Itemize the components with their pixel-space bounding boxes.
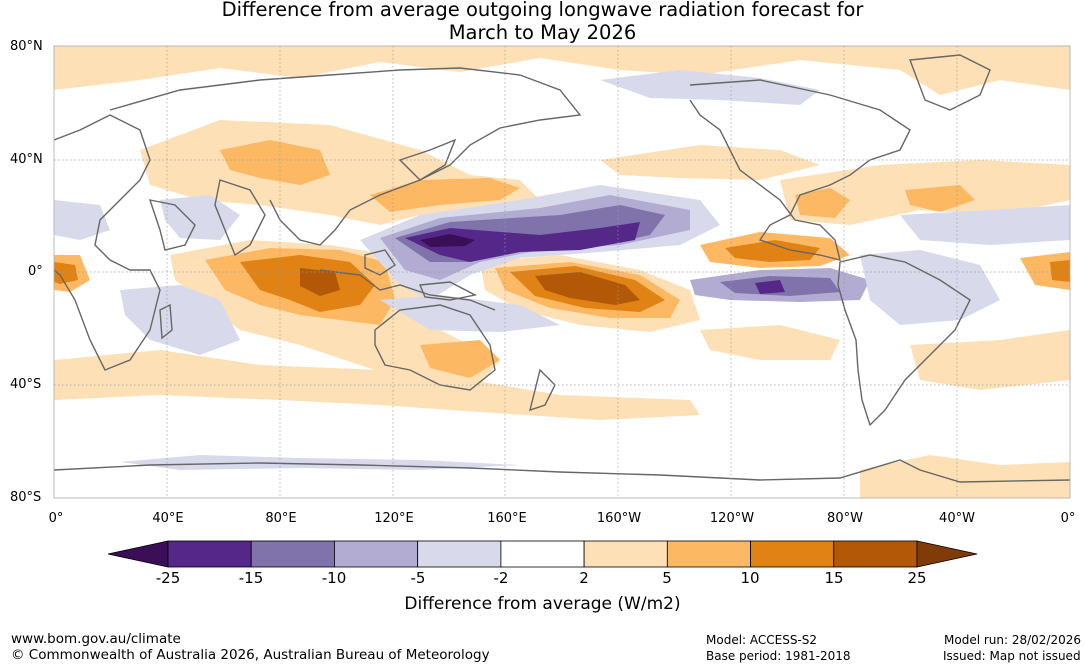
coast-antarctica xyxy=(54,459,1070,483)
lon-label-0-east: 0° xyxy=(1060,511,1076,526)
anomaly-region-indian-core xyxy=(300,268,340,296)
lon-label-40w: 40°W xyxy=(939,511,975,526)
anomaly-region-atlantic-moderate xyxy=(905,185,975,212)
graticule xyxy=(54,46,1070,498)
title-line-1: Difference from average outgoing longwav… xyxy=(221,0,864,21)
coast-asia-north xyxy=(109,67,582,246)
colorbar-arrow-low xyxy=(107,540,169,568)
anomaly-region-eastpacific-strong xyxy=(725,240,820,262)
anomaly-region-westpacific-core xyxy=(420,234,475,247)
coast-australia xyxy=(374,304,496,391)
footer-copyright: © Commonwealth of Australia 2026, Austra… xyxy=(11,647,490,663)
coast-new-guinea xyxy=(418,281,478,301)
anomaly-map xyxy=(53,45,1071,499)
coast-japan xyxy=(398,138,457,181)
colorbar-tick: 2 xyxy=(579,569,589,587)
lat-label-40s: 40°S xyxy=(10,377,42,392)
anomaly-region-pacific-north-moderate xyxy=(370,178,520,212)
anomaly-region-npacific-positive xyxy=(600,145,820,180)
colorbar-tick: -25 xyxy=(155,569,181,587)
anomaly-region-south-pacific-positive xyxy=(700,325,840,360)
coast-borneo xyxy=(364,249,396,276)
map-title: Difference from average outgoing longwav… xyxy=(0,0,1085,44)
colorbar-tick: 15 xyxy=(824,569,844,587)
footer-model: Model: ACCESS-S2 xyxy=(706,633,818,647)
colorbar-tick: -10 xyxy=(321,569,347,587)
anomaly-region-pacific-core xyxy=(535,272,640,305)
coast-arabia xyxy=(148,199,196,251)
lon-label-160e: 160°E xyxy=(487,511,527,526)
colorbar-swatch xyxy=(583,540,668,568)
anomaly-region-south-indian-positive xyxy=(54,350,700,420)
anomaly-region-caribbean-moderate xyxy=(795,188,850,218)
footer-base-period: Base period: 1981-2018 xyxy=(706,649,851,663)
anomaly-region-south-atlantic-positive xyxy=(910,330,1070,390)
lon-label-40e: 40°E xyxy=(152,511,184,526)
lat-label-40n: 40°N xyxy=(10,152,43,167)
colorbar-swatch xyxy=(750,540,835,568)
coastlines xyxy=(54,54,1070,483)
anomaly-region-atlantic-equatorial-core xyxy=(1050,260,1070,282)
coast-new-zealand xyxy=(529,368,556,412)
colorbar-tick: 5 xyxy=(662,569,672,587)
coast-north-america xyxy=(689,79,911,261)
colorbar-swatch xyxy=(334,540,419,568)
lat-label-80s: 80°S xyxy=(10,490,42,505)
coast-south-america xyxy=(837,254,971,427)
anomaly-fields xyxy=(54,46,1070,498)
anomaly-region-westpacific-strong xyxy=(405,222,640,262)
footer-issued: Issued: Map not issued xyxy=(943,649,1081,663)
map-frame xyxy=(53,45,1071,499)
lat-label-equator: 0° xyxy=(28,264,43,279)
colorbar-tick: -5 xyxy=(410,569,426,587)
anomaly-region-arabia-negative xyxy=(54,200,110,240)
colorbar-swatch xyxy=(833,540,918,568)
colorbar-tick: 25 xyxy=(907,569,927,587)
lon-label-0-west: 0° xyxy=(48,511,64,526)
anomaly-region-india-negative xyxy=(160,195,240,240)
anomaly-region-australia-moderate xyxy=(420,340,500,378)
lon-label-80w: 80°W xyxy=(827,511,863,526)
lat-label-80n: 80°N xyxy=(10,39,43,54)
colorbar-swatch xyxy=(500,540,585,568)
colorbar xyxy=(107,540,978,568)
title-line-2: March to May 2026 xyxy=(448,21,637,44)
colorbar-swatch xyxy=(167,540,252,568)
anomaly-region-africa-negative xyxy=(120,285,240,355)
colorbar-arrow-high xyxy=(916,540,978,568)
colorbar-tick: 10 xyxy=(740,569,760,587)
anomaly-region-atlantic-north-negative xyxy=(900,205,1070,245)
anomaly-region-tibet-moderate xyxy=(220,140,330,185)
colorbar-title: Difference from average (W/m2) xyxy=(404,594,681,614)
anomaly-region-arctic-negative xyxy=(600,70,820,105)
anomaly-region-eastpacific-negative-core xyxy=(755,280,785,294)
footer-website: www.bom.gov.au/climate xyxy=(11,631,181,647)
colorbar-swatch xyxy=(666,540,751,568)
colorbar-tick: -2 xyxy=(493,569,509,587)
anomaly-region-southamerica-negative xyxy=(860,250,1000,325)
coast-greenland xyxy=(909,54,991,111)
lon-label-120e: 120°E xyxy=(374,511,414,526)
lon-label-160w: 160°W xyxy=(596,511,642,526)
colorbar-swatch xyxy=(417,540,502,568)
colorbar-swatch xyxy=(250,540,335,568)
anomaly-region-maritime-negative xyxy=(380,295,560,332)
lon-label-120w: 120°W xyxy=(709,511,755,526)
footer-model-run: Model run: 28/02/2026 xyxy=(944,633,1082,647)
coast-europe-africa xyxy=(54,114,161,371)
anomaly-region-arctic-positive xyxy=(54,46,1070,95)
anomaly-region-africa-west-core xyxy=(54,262,78,284)
coast-india xyxy=(214,179,266,257)
colorbar-tick: -15 xyxy=(238,569,264,587)
lon-label-80e: 80°E xyxy=(265,511,297,526)
coast-indonesia xyxy=(319,269,496,311)
